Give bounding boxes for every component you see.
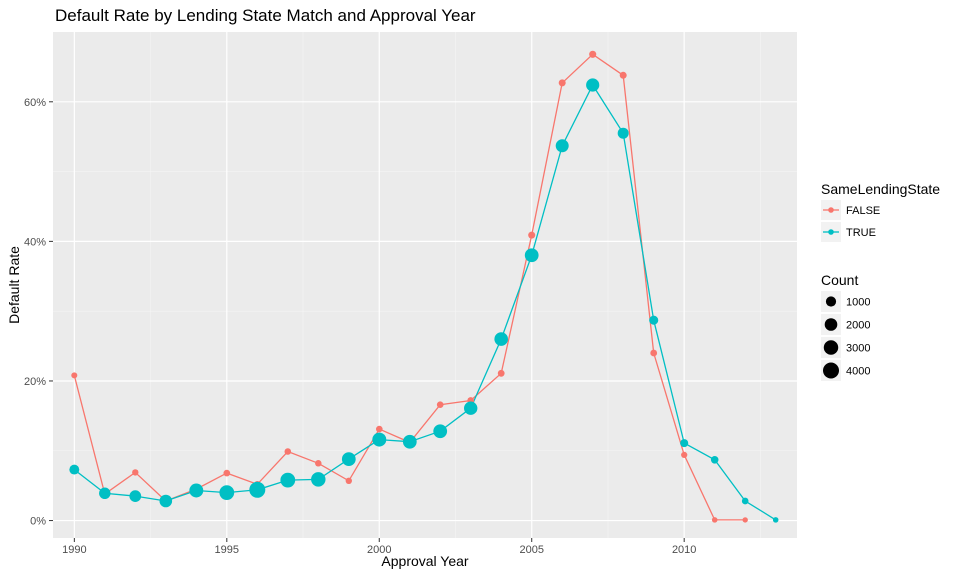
y-tick-label: 20% — [24, 376, 46, 388]
data-point-false — [528, 231, 536, 239]
data-point-true — [433, 424, 448, 439]
data-point-true — [219, 485, 235, 500]
plot-panel — [53, 32, 797, 538]
data-point-true — [464, 401, 478, 415]
data-point-false — [436, 401, 444, 409]
data-point-true — [249, 481, 266, 498]
data-point-true — [159, 494, 173, 508]
data-point-true — [402, 434, 417, 449]
data-point-false — [284, 448, 292, 455]
data-point-true — [129, 490, 142, 502]
y-tick-label: 0% — [30, 516, 46, 528]
y-axis: 0% 20% 40% 60% — [24, 97, 53, 528]
data-point-false — [223, 469, 231, 477]
data-point-true — [617, 127, 629, 139]
data-point-false — [497, 369, 505, 377]
x-tick-label: 1990 — [62, 544, 86, 556]
x-tick-label: 2005 — [519, 544, 543, 556]
color-legend: SameLendingState FALSE TRUE — [821, 181, 940, 242]
size-legend-point — [823, 362, 839, 379]
x-tick-label: 1995 — [215, 544, 239, 556]
size-legend-label: 1000 — [846, 297, 870, 309]
x-tick-label: 2010 — [672, 544, 696, 556]
series-points — [69, 50, 779, 523]
data-point-true — [680, 439, 689, 448]
legend-label-false: FALSE — [846, 205, 880, 217]
legend-label-true: TRUE — [846, 227, 876, 239]
data-point-true — [341, 452, 356, 466]
x-axis-title: Approval Year — [381, 553, 469, 569]
size-legend-label: 3000 — [846, 343, 870, 355]
size-legend-point — [823, 340, 839, 355]
y-tick-label: 60% — [24, 97, 46, 109]
size-legend-point — [825, 296, 837, 307]
data-point-true — [555, 139, 569, 153]
data-point-true — [741, 497, 749, 505]
data-point-true — [280, 472, 296, 488]
size-legend-label: 2000 — [846, 320, 870, 332]
data-point-true — [710, 456, 719, 464]
size-legend-point — [824, 318, 838, 331]
data-point-false — [376, 425, 383, 433]
data-point-true — [372, 432, 387, 447]
y-axis-title: Default Rate — [6, 246, 22, 324]
data-point-true — [69, 464, 80, 475]
data-point-false — [619, 71, 627, 79]
data-point-true — [772, 517, 779, 523]
x-tick-label: 2000 — [367, 544, 391, 556]
x-axis: 1990 1995 2000 2005 2010 — [62, 538, 696, 556]
data-point-false — [315, 460, 322, 467]
data-point-false — [650, 349, 658, 357]
data-point-true — [189, 483, 204, 498]
data-point-false — [589, 50, 597, 58]
data-point-true — [494, 332, 508, 346]
data-point-false — [711, 517, 718, 523]
chart-title: Default Rate by Lending State Match and … — [55, 6, 476, 25]
color-legend-title: SameLendingState — [821, 181, 940, 197]
data-point-true — [311, 472, 326, 487]
data-point-true — [586, 78, 600, 92]
data-point-true — [649, 315, 659, 325]
data-point-false — [132, 469, 139, 476]
size-legend-title: Count — [821, 272, 858, 288]
data-point-false — [558, 79, 566, 87]
y-tick-label: 40% — [24, 236, 46, 248]
legend-key-point — [828, 207, 834, 213]
data-point-false — [742, 517, 748, 523]
size-legend: Count 1000 2000 3000 4000 — [821, 272, 870, 381]
size-legend-label: 4000 — [846, 366, 870, 378]
data-point-false — [681, 451, 688, 459]
data-point-true — [524, 248, 539, 263]
data-point-true — [99, 487, 111, 500]
data-point-false — [345, 477, 352, 484]
legend-key-point — [828, 229, 834, 235]
data-point-false — [71, 372, 78, 379]
